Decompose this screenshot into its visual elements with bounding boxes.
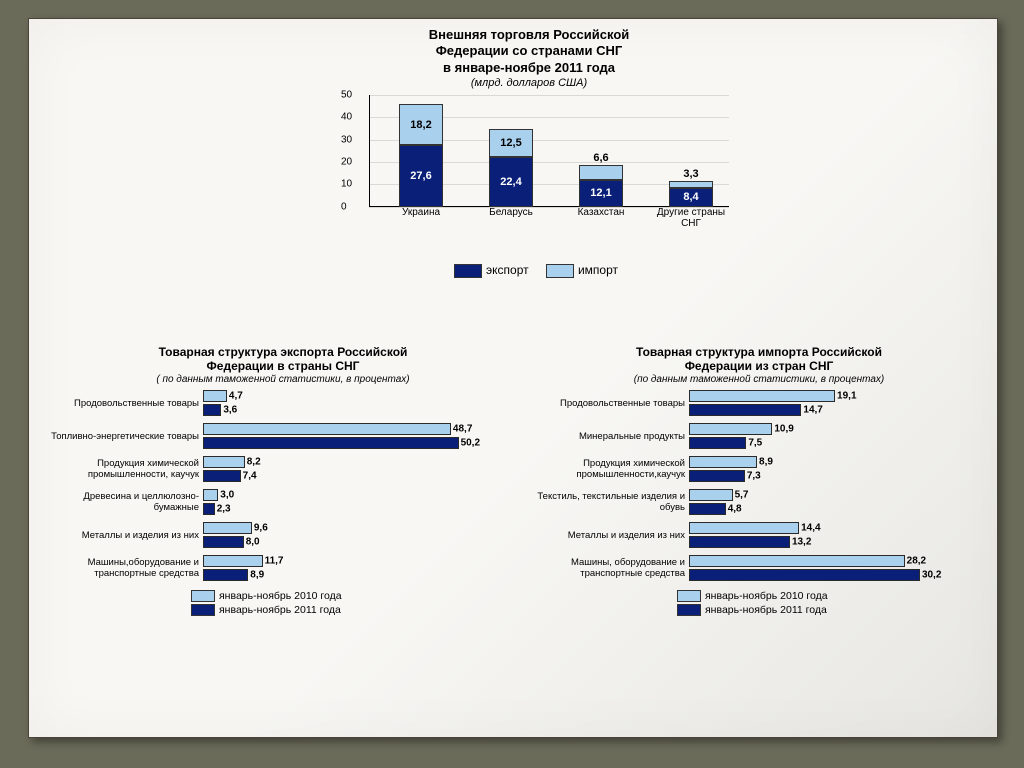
category-label: Украина <box>381 207 461 218</box>
y-tick-label: 40 <box>341 112 352 123</box>
top-chart-block: Внешняя торговля Российской Федерации со… <box>309 27 749 278</box>
legend-swatch-2011 <box>191 604 215 616</box>
import-legend: январь-ноябрь 2010 года январь-ноябрь 20… <box>529 590 989 616</box>
hbar-row: Древесина и целлюлозно-бумажные3,02,3 <box>43 488 523 518</box>
hbar-row: Минеральные продукты10,97,5 <box>529 422 989 452</box>
hbar-row: Машины, оборудование и транспортные сред… <box>529 554 989 584</box>
y-tick-label: 20 <box>341 156 352 167</box>
y-tick-label: 50 <box>341 89 352 100</box>
top-subtitle: (млрд. долларов США) <box>309 77 749 89</box>
category-label: Металлы и изделия из них <box>43 531 203 541</box>
hbar-row: Продукция химической промышленности, кау… <box>43 455 523 485</box>
hbar-row: Металлы и изделия из них9,68,0 <box>43 521 523 551</box>
legend-label-import: импорт <box>578 263 618 277</box>
hbar-row: Топливно-энергетические товары48,750,2 <box>43 422 523 452</box>
stacked-bar-chart: 0102030405027,618,2Украина22,412,5Белару… <box>369 95 729 225</box>
category-label: Другие страны СНГ <box>651 207 731 229</box>
category-label: Казахстан <box>561 207 641 218</box>
hbar-row: Продовольственные товары19,114,7 <box>529 389 989 419</box>
export-title: Товарная структура экспорта Российской Ф… <box>43 345 523 374</box>
y-tick-label: 10 <box>341 179 352 190</box>
category-label: Древесина и целлюлозно-бумажные <box>43 492 203 513</box>
category-label: Продовольственные товары <box>43 399 203 409</box>
slide: Внешняя торговля Российской Федерации со… <box>28 18 998 738</box>
legend-swatch-2010 <box>191 590 215 602</box>
legend-swatch-2010 <box>677 590 701 602</box>
category-label: Продовольственные товары <box>529 399 689 409</box>
y-tick-label: 30 <box>341 134 352 145</box>
category-label: Беларусь <box>471 207 551 218</box>
legend-swatch-export <box>454 264 482 278</box>
category-label: Топливно-энергетические товары <box>43 432 203 442</box>
category-label: Минеральные продукты <box>529 432 689 442</box>
category-label: Текстиль, текстильные изделия и обувь <box>529 492 689 513</box>
export-subtitle: ( по данным таможенной статистики, в про… <box>43 374 523 385</box>
legend-swatch-import <box>546 264 574 278</box>
export-legend: январь-ноябрь 2010 года январь-ноябрь 20… <box>43 590 523 616</box>
hbar-row: Машины,оборудование и транспортные средс… <box>43 554 523 584</box>
hbar-row: Продовольственные товары4,73,6 <box>43 389 523 419</box>
import-chart-block: Товарная структура импорта Российской Фе… <box>529 345 989 618</box>
export-hbar-chart: Продовольственные товары4,73,6Топливно-э… <box>43 389 523 584</box>
category-label: Машины, оборудование и транспортные сред… <box>529 558 689 579</box>
category-label: Продукция химической промышленности, кау… <box>43 459 203 480</box>
category-label: Металлы и изделия из них <box>529 531 689 541</box>
hbar-row: Текстиль, текстильные изделия и обувь5,7… <box>529 488 989 518</box>
hbar-row: Продукция химической промышленности,кауч… <box>529 455 989 485</box>
import-title: Товарная структура импорта Российской Фе… <box>529 345 989 374</box>
export-chart-block: Товарная структура экспорта Российской Ф… <box>43 345 523 618</box>
import-hbar-chart: Продовольственные товары19,114,7Минераль… <box>529 389 989 584</box>
y-tick-label: 0 <box>341 201 347 212</box>
hbar-row: Металлы и изделия из них14,413,2 <box>529 521 989 551</box>
legend-label-export: экспорт <box>486 263 529 277</box>
import-subtitle: (по данным таможенной статистики, в проц… <box>529 374 989 385</box>
category-label: Машины,оборудование и транспортные средс… <box>43 558 203 579</box>
top-legend: экспорт импорт <box>309 263 749 278</box>
top-title: Внешняя торговля Российской Федерации со… <box>309 27 749 76</box>
category-label: Продукция химической промышленности,кауч… <box>529 459 689 480</box>
legend-swatch-2011 <box>677 604 701 616</box>
